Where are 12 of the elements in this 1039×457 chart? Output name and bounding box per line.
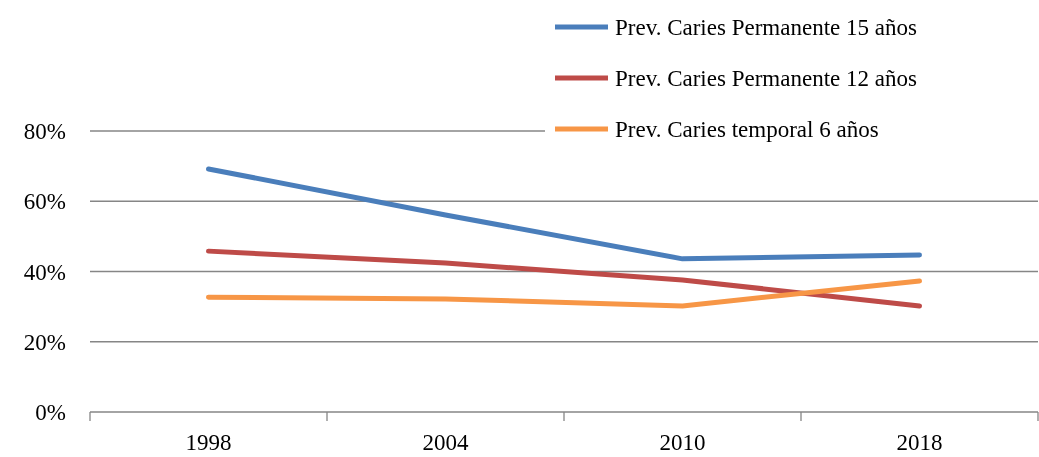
y-tick-label: 80% xyxy=(23,119,66,145)
y-tick-label: 40% xyxy=(23,259,66,285)
y-tick-label: 20% xyxy=(23,329,66,355)
y-tick-label: 60% xyxy=(23,189,66,215)
x-tick-label: 2018 xyxy=(896,430,943,455)
legend-label: Prev. Caries Permanente 15 años xyxy=(615,15,917,41)
legend-label: Prev. Caries Permanente 12 años xyxy=(615,66,917,92)
x-tick-label: 2010 xyxy=(659,430,706,455)
legend-label: Prev. Caries temporal 6 años xyxy=(615,117,879,143)
x-tick-label: 2004 xyxy=(422,430,469,455)
y-tick-label: 0% xyxy=(35,400,66,426)
x-tick-label: 1998 xyxy=(185,430,232,455)
